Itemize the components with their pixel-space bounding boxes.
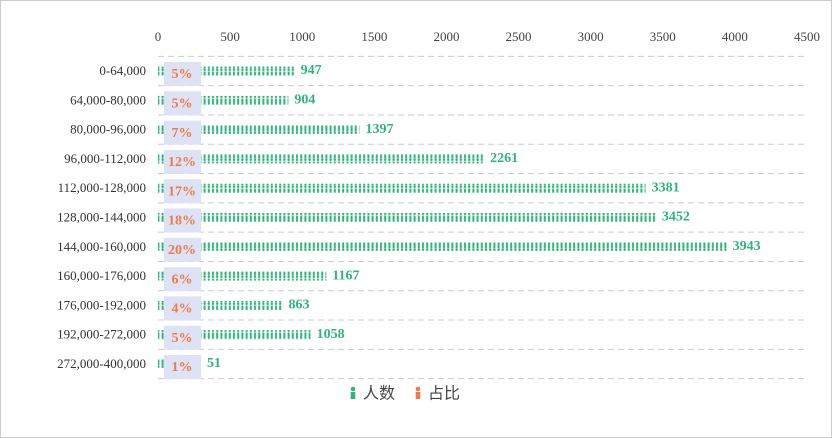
bar [158, 242, 727, 252]
value-label: 2261 [490, 151, 518, 166]
percent-box [164, 149, 201, 174]
x-tick-label: 500 [220, 29, 240, 44]
value-label: 1397 [365, 122, 393, 137]
percent-label: 12% [168, 155, 196, 170]
bar [158, 66, 295, 76]
bar [158, 125, 360, 135]
value-label: 947 [301, 63, 322, 78]
value-label: 3452 [662, 210, 690, 225]
percent-box [164, 355, 201, 379]
y-tick-label: 112,000-128,000 [58, 180, 146, 195]
x-tick-label: 0 [155, 29, 162, 44]
value-label: 3943 [733, 239, 761, 254]
x-tick-label: 3000 [578, 29, 604, 44]
y-tick-label: 128,000-144,000 [57, 209, 146, 224]
percent-label: 5% [172, 67, 193, 82]
y-tick-label: 64,000-80,000 [70, 92, 146, 107]
percent-label: 20% [168, 243, 196, 258]
bar [158, 271, 327, 281]
value-label: 3381 [652, 180, 680, 195]
y-tick-label: 0-64,000 [99, 63, 146, 78]
percent-label: 5% [172, 331, 193, 346]
percent-box [164, 62, 201, 86]
bar [158, 154, 485, 164]
legend-icon [350, 392, 356, 399]
percent-label: 1% [172, 360, 193, 375]
x-tick-label: 1000 [289, 29, 315, 44]
percent-label: 17% [168, 184, 196, 199]
y-tick-label: 176,000-192,000 [57, 297, 146, 312]
percent-box [164, 120, 201, 145]
percent-label: 18% [168, 214, 196, 229]
x-tick-label: 3500 [650, 29, 676, 44]
percent-box [164, 237, 201, 262]
percent-box [164, 91, 201, 116]
bar [158, 95, 289, 105]
y-tick-label: 160,000-176,000 [57, 268, 146, 283]
bar [158, 359, 166, 369]
bar [158, 330, 311, 340]
percent-box [164, 267, 201, 292]
value-label: 904 [294, 93, 315, 108]
x-tick-label: 4500 [794, 29, 820, 44]
x-tick-label: 2500 [506, 29, 532, 44]
y-tick-label: 272,000-400,000 [57, 356, 146, 371]
bar [158, 183, 646, 193]
value-label: 51 [207, 356, 221, 371]
legend-label: 人数 [363, 385, 395, 403]
percent-box [164, 208, 201, 233]
value-label: 863 [288, 298, 309, 313]
bar [158, 213, 656, 222]
legend-icon [415, 392, 421, 399]
x-tick-label: 2000 [433, 29, 459, 44]
percent-box [164, 296, 201, 321]
y-tick-label: 96,000-112,000 [64, 151, 146, 166]
value-label: 1167 [332, 268, 359, 283]
legend-icon [350, 386, 356, 392]
bar [158, 300, 283, 310]
y-tick-label: 192,000-272,000 [57, 327, 146, 342]
y-tick-label: 80,000-96,000 [70, 122, 146, 137]
legend-label: 占比 [428, 385, 460, 403]
percent-label: 7% [172, 126, 193, 141]
x-tick-label: 1500 [361, 29, 387, 44]
percent-box [164, 325, 201, 350]
x-tick-label: 4000 [722, 29, 748, 44]
y-tick-label: 144,000-160,000 [57, 239, 146, 254]
percent-label: 5% [172, 97, 193, 112]
value-label: 1058 [317, 327, 345, 342]
percent-label: 6% [172, 272, 193, 287]
percent-box [164, 179, 201, 204]
legend-icon [415, 386, 421, 392]
percent-label: 4% [172, 302, 193, 317]
